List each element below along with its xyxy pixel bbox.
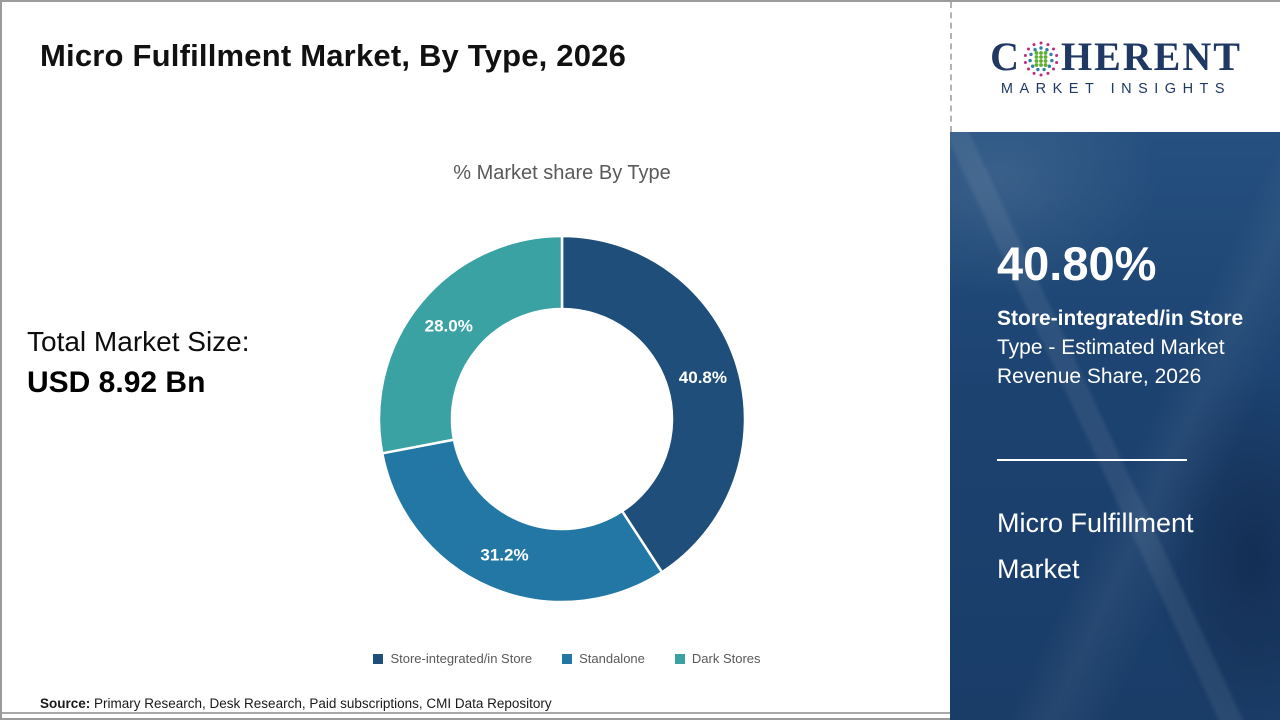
donut-slice xyxy=(377,234,564,455)
donut-slice xyxy=(380,438,664,604)
coherent-logo: C HERENT MARKET INSIGHTS xyxy=(950,2,1280,132)
page-title: Micro Fulfillment Market, By Type, 2026 xyxy=(40,38,627,73)
legend-item-standalone: Standalone xyxy=(562,651,645,666)
logo-letter-c: C xyxy=(990,34,1021,79)
donut-slice-label: 40.8% xyxy=(679,368,727,387)
highlight-panel: 40.80% Store-integrated/in Store Type - … xyxy=(950,132,1280,720)
bottom-divider xyxy=(2,712,950,714)
highlight-stat-description: Store-integrated/in Store Type - Estimat… xyxy=(997,304,1247,391)
total-market-size-value: USD 8.92 Bn xyxy=(27,366,206,399)
highlight-stat-desc-text: Type - Estimated Market Revenue Share, 2… xyxy=(997,336,1225,388)
source-text: Primary Research, Desk Research, Paid su… xyxy=(90,696,552,711)
logo-wordmark: C HERENT xyxy=(990,37,1242,77)
logo-globe-icon xyxy=(1023,41,1059,77)
logo-word-herent: HERENT xyxy=(1060,34,1242,79)
legend-label: Standalone xyxy=(579,651,645,666)
total-market-size: Total Market Size: USD 8.92 Bn xyxy=(27,326,250,400)
donut-slice-label: 31.2% xyxy=(480,545,528,564)
sidebar: C HERENT MARKET INSIGHTS 40.80% Store-in… xyxy=(950,2,1280,720)
highlight-stat-value: 40.80% xyxy=(997,237,1157,290)
highlight-stat-segment: Store-integrated/in Store xyxy=(997,307,1244,330)
panel-divider xyxy=(997,459,1187,461)
source-label: Source: xyxy=(40,696,91,711)
market-name: Micro Fulfillment Market xyxy=(997,508,1194,584)
legend-item-store-integrated: Store-integrated/in Store xyxy=(373,651,532,666)
legend-swatch-icon xyxy=(562,653,573,664)
total-market-size-label: Total Market Size: xyxy=(27,326,250,357)
donut-slice-label: 28.0% xyxy=(425,316,473,335)
legend-label: Dark Stores xyxy=(691,651,761,666)
donut-slice xyxy=(560,234,747,574)
legend-swatch-icon xyxy=(674,653,685,664)
chart-legend: Store-integrated/in Store Standalone Dar… xyxy=(302,651,832,666)
source-citation: Source: Primary Research, Desk Research,… xyxy=(40,696,552,711)
legend-swatch-icon xyxy=(373,653,384,664)
legend-item-dark-stores: Dark Stores xyxy=(674,651,761,666)
logo-tagline: MARKET INSIGHTS xyxy=(1000,81,1232,97)
donut-chart: 40.8% 31.2% 28.0% xyxy=(372,229,752,609)
legend-label: Store-integrated/in Store xyxy=(390,651,533,666)
donut-chart-svg: 40.8% 31.2% 28.0% xyxy=(377,234,747,604)
chart-subtitle: % Market share By Type xyxy=(453,162,671,184)
